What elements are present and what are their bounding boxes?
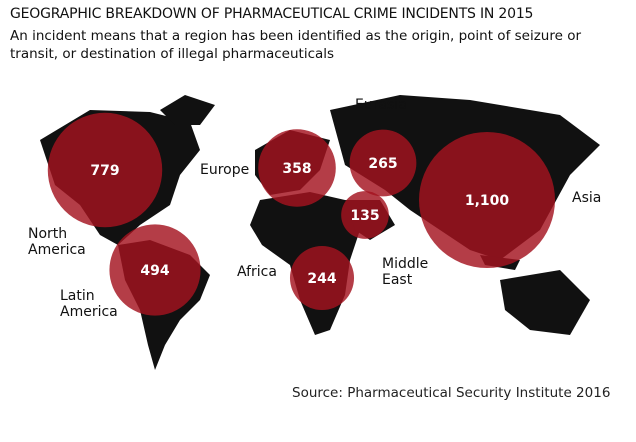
value-label: 494 (140, 263, 169, 279)
bubble (258, 129, 336, 207)
region-label: North America (28, 226, 86, 258)
source: Source: Pharmaceutical Security Institut… (292, 385, 611, 401)
bubble (419, 132, 555, 268)
value-label: 1,100 (465, 193, 510, 209)
subtitle: An incident means that a region has been… (10, 28, 582, 62)
bubble (349, 129, 417, 197)
region-label: Latin America (60, 288, 118, 320)
value-label: 358 (282, 161, 311, 177)
title: GEOGRAPHIC BREAKDOWN OF PHARMACEUTICAL C… (10, 6, 534, 22)
region-label: Eurasia (355, 97, 407, 113)
region-label: Middle East (382, 256, 429, 288)
value-label: 265 (368, 156, 397, 172)
bubble (109, 224, 201, 316)
bubble (47, 112, 163, 228)
region-label: Asia (572, 190, 602, 206)
value-label: 135 (350, 208, 379, 224)
region-label: Europe (200, 162, 250, 178)
region-label: Africa (237, 264, 277, 280)
value-label: 779 (90, 163, 119, 179)
bubble (341, 191, 389, 239)
bubble (289, 245, 355, 311)
value-label: 244 (307, 271, 336, 287)
